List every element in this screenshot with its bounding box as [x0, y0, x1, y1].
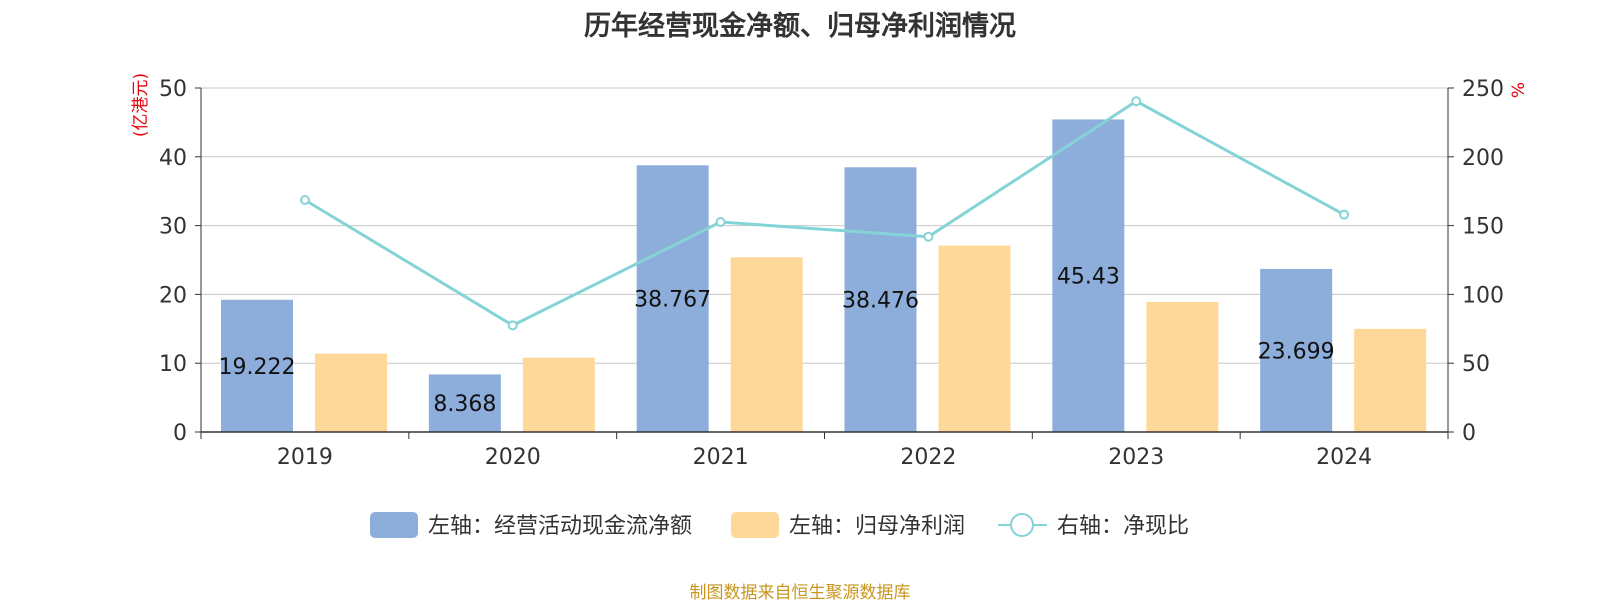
legend-swatch-cash-flow — [370, 512, 418, 538]
right-tick-label: 150 — [1462, 215, 1504, 240]
cash-flow-bar — [221, 299, 293, 432]
legend-swatch-marker — [1010, 513, 1034, 537]
cash-flow-value-label: 8.368 — [433, 392, 496, 417]
right-tick-label: 200 — [1462, 146, 1504, 171]
cash-flow-bar — [428, 374, 501, 432]
cash-flow-bar — [636, 165, 709, 433]
cash-flow-bar — [1260, 268, 1333, 432]
net-profit-bar — [1146, 301, 1219, 432]
x-tick-label: 2022 — [900, 445, 956, 470]
net-cash-ratio-point — [507, 320, 518, 331]
cash-flow-bar — [844, 167, 917, 432]
right-tick-label: 100 — [1462, 283, 1504, 308]
net-profit-bar — [938, 245, 1011, 432]
left-tick-label: 30 — [159, 215, 187, 240]
left-axis-unit: (亿港元) — [131, 73, 151, 137]
right-tick-label: 250 — [1462, 77, 1504, 102]
left-tick-label: 40 — [159, 146, 187, 171]
right-axis-unit: % — [1509, 82, 1529, 98]
net-cash-ratio-point — [923, 231, 934, 242]
cash-flow-value-label: 19.222 — [219, 355, 296, 380]
net-profit-bar — [522, 357, 595, 432]
x-tick-label: 2024 — [1316, 445, 1372, 470]
x-tick-label: 2020 — [485, 445, 541, 470]
x-tick-label: 2019 — [277, 445, 333, 470]
legend-label-net-cash-ratio: 右轴：净现比 — [1057, 514, 1189, 539]
net-cash-ratio-line — [304, 99, 1345, 328]
cash-flow-value-label: 23.699 — [1258, 339, 1335, 364]
cash-flow-value-label: 45.43 — [1057, 265, 1120, 290]
cash-flow-bar — [1052, 119, 1125, 433]
right-tick-label: 0 — [1462, 421, 1476, 446]
chart-title: 历年经营现金净额、归母净利润情况 — [584, 11, 1016, 42]
legend-label-net-profit: 左轴：归母净利润 — [789, 514, 965, 539]
net-profit-bar — [730, 257, 803, 432]
net-profit-bar — [315, 353, 387, 432]
x-tick-label: 2021 — [693, 445, 749, 470]
net-cash-ratio-point — [299, 195, 310, 206]
right-tick-label: 50 — [1462, 352, 1490, 377]
left-tick-label: 0 — [173, 421, 187, 446]
x-tick-label: 2023 — [1108, 445, 1164, 470]
source-note: 制图数据来自恒生聚源数据库 — [689, 583, 911, 603]
net-cash-ratio-point — [715, 217, 726, 228]
net-profit-bar — [1354, 328, 1427, 432]
net-cash-ratio-point — [1131, 96, 1142, 107]
left-tick-label: 10 — [159, 352, 187, 377]
legend-swatch-net-profit — [731, 512, 779, 538]
cash-flow-value-label: 38.476 — [842, 289, 919, 314]
left-tick-label: 50 — [159, 77, 187, 102]
net-cash-ratio-point — [1339, 209, 1350, 220]
legend-label-cash-flow: 左轴：经营活动现金流净额 — [428, 514, 692, 539]
left-tick-label: 20 — [159, 283, 187, 308]
cash-flow-value-label: 38.767 — [634, 288, 711, 313]
